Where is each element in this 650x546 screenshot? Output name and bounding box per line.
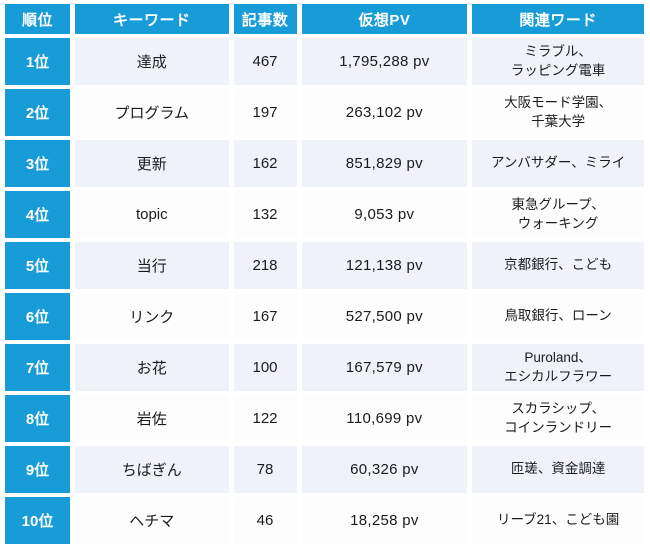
table-row: 9位 ちばぎん 78 60,326 pv 匝瑳、資金調達 [5, 446, 644, 493]
rank-cell: 2位 [5, 89, 71, 136]
articles-count-cell: 46 [233, 497, 297, 544]
rank-cell: 1位 [5, 38, 71, 85]
articles-count-cell: 78 [233, 446, 297, 493]
virtual-pv-cell: 60,326 pv [301, 446, 468, 493]
related-words-cell: ミラブル、 ラッピング電車 [472, 38, 644, 85]
keyword-cell: プログラム [75, 89, 229, 136]
table-row: 1位 達成 467 1,795,288 pv ミラブル、 ラッピング電車 [5, 38, 644, 85]
articles-count-cell: 100 [233, 344, 297, 391]
table-row: 3位 更新 162 851,829 pv アンバサダー、ミライ [5, 140, 644, 187]
header-row: 順位 キーワード 記事数 仮想PV 関連ワード [5, 4, 644, 34]
rank-cell: 4位 [5, 191, 71, 238]
table-row: 8位 岩佐 122 110,699 pv スカラシップ、 コインランドリー [5, 395, 644, 442]
virtual-pv-cell: 121,138 pv [301, 242, 468, 289]
articles-count-cell: 167 [233, 293, 297, 340]
related-words-cell: スカラシップ、 コインランドリー [472, 395, 644, 442]
virtual-pv-cell: 1,795,288 pv [301, 38, 468, 85]
related-words-cell: アンバサダー、ミライ [472, 140, 644, 187]
articles-count-cell: 197 [233, 89, 297, 136]
column-header-related: 関連ワード [472, 4, 644, 34]
column-header-keyword: キーワード [75, 4, 229, 34]
rank-cell: 7位 [5, 344, 71, 391]
table-row: 4位 topic 132 9,053 pv 東急グループ、 ウォーキング [5, 191, 644, 238]
rank-cell: 5位 [5, 242, 71, 289]
keyword-cell: ちばぎん [75, 446, 229, 493]
articles-count-cell: 467 [233, 38, 297, 85]
table-row: 7位 お花 100 167,579 pv Puroland、 エシカルフラワー [5, 344, 644, 391]
virtual-pv-cell: 527,500 pv [301, 293, 468, 340]
rank-cell: 8位 [5, 395, 71, 442]
table-row: 10位 ヘチマ 46 18,258 pv リーブ21、こども園 [5, 497, 644, 544]
keyword-cell: 当行 [75, 242, 229, 289]
rank-cell: 3位 [5, 140, 71, 187]
related-words-cell: 京都銀行、こども [472, 242, 644, 289]
keyword-cell: ヘチマ [75, 497, 229, 544]
rank-cell: 6位 [5, 293, 71, 340]
related-words-cell: 東急グループ、 ウォーキング [472, 191, 644, 238]
keyword-cell: お花 [75, 344, 229, 391]
virtual-pv-cell: 851,829 pv [301, 140, 468, 187]
table-row: 5位 当行 218 121,138 pv 京都銀行、こども [5, 242, 644, 289]
keyword-cell: リンク [75, 293, 229, 340]
related-words-cell: 大阪モード学園、 千葉大学 [472, 89, 644, 136]
related-words-cell: リーブ21、こども園 [472, 497, 644, 544]
related-words-cell: 鳥取銀行、ローン [472, 293, 644, 340]
articles-count-cell: 218 [233, 242, 297, 289]
virtual-pv-cell: 263,102 pv [301, 89, 468, 136]
virtual-pv-cell: 110,699 pv [301, 395, 468, 442]
keyword-cell: 岩佐 [75, 395, 229, 442]
column-header-pv: 仮想PV [301, 4, 468, 34]
articles-count-cell: 122 [233, 395, 297, 442]
keyword-cell: 達成 [75, 38, 229, 85]
keyword-cell: 更新 [75, 140, 229, 187]
related-words-cell: 匝瑳、資金調達 [472, 446, 644, 493]
column-header-rank: 順位 [5, 4, 71, 34]
keyword-cell: topic [75, 191, 229, 238]
virtual-pv-cell: 18,258 pv [301, 497, 468, 544]
virtual-pv-cell: 9,053 pv [301, 191, 468, 238]
articles-count-cell: 132 [233, 191, 297, 238]
related-words-cell: Puroland、 エシカルフラワー [472, 344, 644, 391]
articles-count-cell: 162 [233, 140, 297, 187]
column-header-articles: 記事数 [233, 4, 297, 34]
table-row: 2位 プログラム 197 263,102 pv 大阪モード学園、 千葉大学 [5, 89, 644, 136]
rank-cell: 10位 [5, 497, 71, 544]
virtual-pv-cell: 167,579 pv [301, 344, 468, 391]
rank-cell: 9位 [5, 446, 71, 493]
table-row: 6位 リンク 167 527,500 pv 鳥取銀行、ローン [5, 293, 644, 340]
